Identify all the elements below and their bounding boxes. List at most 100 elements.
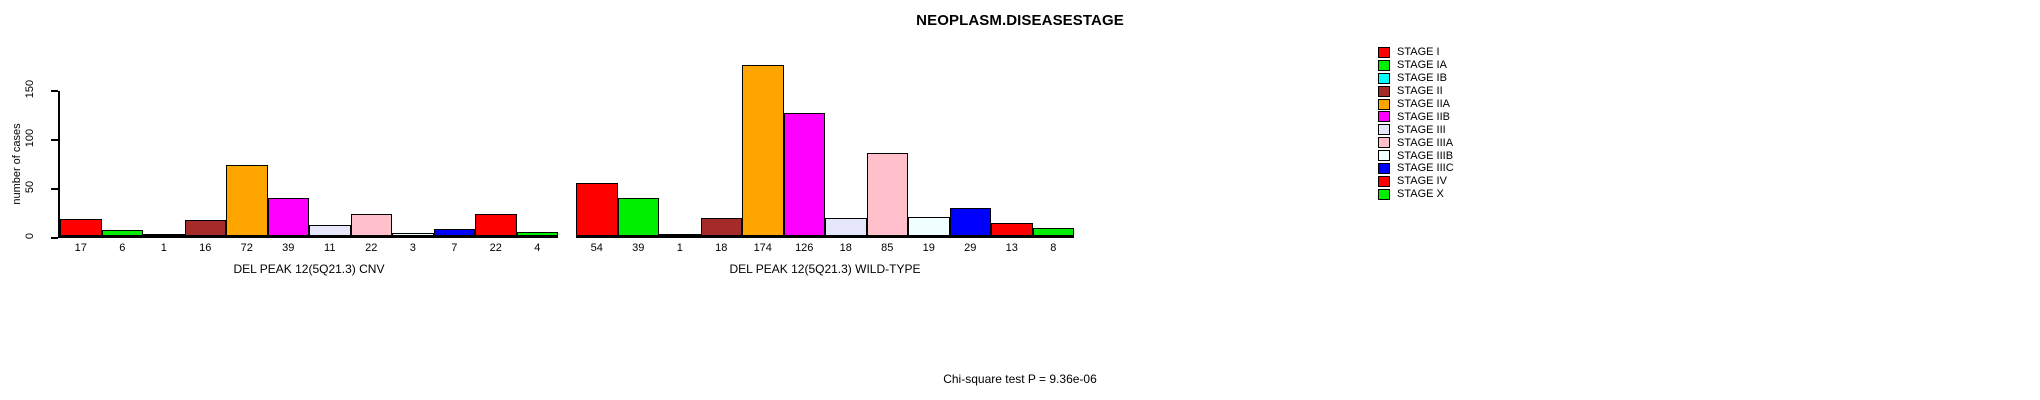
y-axis-label: number of cases [11,123,23,205]
x-axis-label: DEL PEAK 12(5Q21.3) CNV [233,262,385,276]
bar[interactable] [101,230,143,236]
legend-swatch-icon [1378,175,1390,187]
bar[interactable] [60,219,102,236]
bar-group [576,40,1074,236]
legend-item[interactable]: STAGE I [1378,46,1454,59]
legend-label: STAGE IV [1397,175,1447,188]
y-tick [51,139,58,141]
bar[interactable] [576,183,618,236]
panel-wild-type: 54 39 1 18 174 126 18 85 19 29 13 8 DEL PEAK 12(5Q21… [576,40,1074,276]
legend-swatch-icon [1378,85,1390,97]
bar[interactable] [516,232,558,236]
x-tick-label: 39 [632,242,645,254]
legend-swatch-icon [1378,111,1390,123]
bar[interactable] [908,217,950,236]
y-tick [51,188,58,190]
x-axis-label: DEL PEAK 12(5Q21.3) WILD-TYPE [729,262,921,276]
stat-annotation: Chi-square test P = 9.36e-06 [943,372,1097,386]
x-tick-label: 11 [324,242,336,254]
x-tick-label: 17 [74,242,87,254]
bar[interactable] [475,214,517,236]
bar[interactable] [825,218,867,236]
bar[interactable] [742,65,784,236]
y-tick [51,237,58,239]
bar[interactable] [991,223,1033,236]
bar[interactable] [700,218,742,236]
legend-swatch-icon [1378,72,1390,84]
legend-label: STAGE IA [1397,59,1447,72]
panel-cnv: 17 6 1 16 72 39 11 22 3 7 22 4 DEL PEAK 12(5Q21.3) C… [60,40,558,276]
bar[interactable] [659,234,701,236]
legend-swatch-icon [1378,162,1390,174]
x-axis-line [576,236,1074,238]
legend-swatch-icon [1378,137,1390,149]
legend-label: STAGE IIIC [1397,162,1454,175]
y-axis-line [58,91,60,238]
y-tick [51,90,58,92]
x-tick-label-group: 17 6 1 16 72 39 11 22 3 7 22 4 [60,242,558,254]
bar[interactable] [309,225,351,236]
legend-item[interactable]: STAGE III [1378,123,1454,136]
x-tick-label: 126 [795,242,814,254]
x-tick-label: 4 [534,242,541,254]
x-tick-label: 1 [160,242,167,254]
y-tick-label: 0 [24,232,36,240]
bar[interactable] [226,165,268,236]
y-tick-label: 150 [24,79,36,99]
bar[interactable] [143,234,185,236]
bar[interactable] [617,197,659,236]
bar[interactable] [184,220,226,236]
bar[interactable] [866,152,908,236]
y-tick-label: 50 [24,180,36,194]
legend-label: STAGE IIA [1397,98,1450,110]
legend-item[interactable]: STAGE IIIB [1378,149,1454,162]
legend-label: STAGE III [1397,123,1446,136]
legend-label: STAGE IIIA [1397,136,1454,149]
x-tick-label: 29 [964,242,977,254]
x-tick-label: 8 [1050,242,1057,254]
legend-swatch-icon [1378,59,1390,71]
x-tick-label: 3 [409,242,416,254]
x-tick-label: 6 [119,242,126,254]
legend-item[interactable]: STAGE IIB [1378,110,1454,123]
legend-swatch-icon [1378,124,1390,136]
bar[interactable] [433,229,475,236]
x-tick-label: 54 [590,242,603,254]
legend-label: STAGE IIIB [1397,149,1454,162]
y-tick-label: 100 [24,128,36,148]
x-tick-label: 72 [240,242,253,254]
x-tick-label-group: 54 39 1 18 174 126 18 85 19 29 13 8 [576,242,1074,254]
chart-title: NEOPLASM.DISEASESTAGE [916,12,1124,29]
legend-item[interactable]: STAGE IIA [1378,98,1454,111]
bar[interactable] [783,112,825,236]
bar[interactable] [392,233,434,236]
bar[interactable] [949,207,991,236]
legend-item[interactable]: STAGE IA [1378,59,1454,72]
legend-item[interactable]: STAGE IV [1378,175,1454,188]
legend-item[interactable]: STAGE IIIC [1378,162,1454,175]
legend-item[interactable]: STAGE X [1378,188,1454,201]
bar[interactable] [350,214,392,236]
bar[interactable] [267,197,309,236]
legend-label: STAGE X [1397,188,1444,201]
x-tick-label: 85 [881,242,894,254]
legend-swatch-icon [1378,150,1390,162]
legend-item[interactable]: STAGE IIIA [1378,136,1454,149]
x-tick-label: 39 [282,242,295,254]
x-tick-label: 18 [715,242,728,254]
x-tick-label: 7 [451,242,458,254]
x-tick-label: 22 [489,242,502,254]
x-tick-label: 1 [676,242,683,254]
legend: STAGE I STAGE IA STAGE IB STAGE II STAGE IIA… [1378,46,1454,201]
legend-label: STAGE IIB [1397,110,1450,123]
x-tick-label: 16 [199,242,212,254]
x-tick-label: 22 [365,242,378,254]
legend-swatch-icon [1378,188,1390,200]
legend-item[interactable]: STAGE II [1378,85,1454,98]
legend-swatch-icon [1378,46,1390,58]
legend-label: STAGE II [1397,85,1443,98]
x-axis-line [60,236,558,238]
x-tick-label: 13 [1005,242,1018,254]
bar[interactable] [1032,228,1074,236]
legend-item[interactable]: STAGE IB [1378,72,1454,85]
